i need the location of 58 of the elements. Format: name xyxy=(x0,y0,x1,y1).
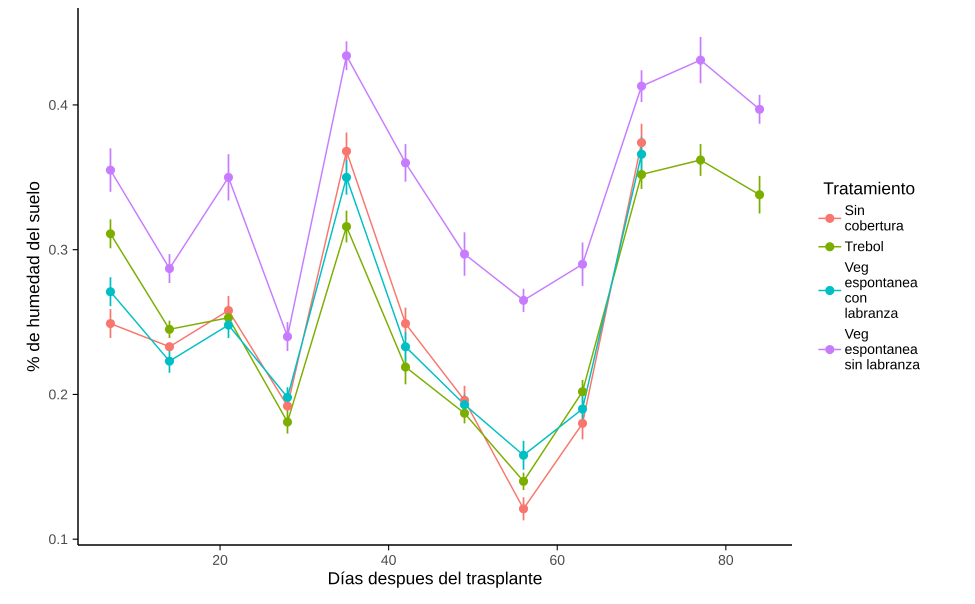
point xyxy=(400,318,410,328)
y-tick-label: 0.1 xyxy=(49,534,68,544)
point xyxy=(578,404,588,414)
point xyxy=(460,400,470,410)
point xyxy=(400,342,410,352)
point xyxy=(224,306,234,316)
point xyxy=(578,260,588,269)
point xyxy=(224,313,234,322)
x-tick-label: 40 xyxy=(381,555,396,565)
point xyxy=(518,450,528,460)
point xyxy=(754,190,764,200)
point xyxy=(518,504,528,514)
point xyxy=(282,401,292,411)
legend-label: Veg espontanea sin labranza xyxy=(844,328,920,370)
point xyxy=(164,342,174,352)
x-tick-label: 60 xyxy=(550,555,564,565)
x-axis-title: Días despues del trasplante xyxy=(328,571,542,588)
point xyxy=(342,146,352,156)
y-tick-label: 0.2 xyxy=(49,390,68,400)
point xyxy=(106,287,116,296)
point xyxy=(636,138,646,148)
point xyxy=(696,56,706,65)
point xyxy=(342,222,352,232)
x-tick-label: 80 xyxy=(718,555,734,565)
point xyxy=(578,386,588,396)
legend-label: Trebol xyxy=(844,240,883,252)
point xyxy=(518,476,528,486)
point xyxy=(460,249,470,259)
point xyxy=(224,320,234,330)
point xyxy=(342,51,352,60)
point xyxy=(164,324,174,334)
y-axis-title: % de humedad del suelo xyxy=(26,182,40,372)
point xyxy=(460,408,470,418)
point xyxy=(636,82,646,91)
point xyxy=(106,229,116,238)
point xyxy=(164,264,174,274)
point xyxy=(282,392,292,402)
point xyxy=(400,158,410,168)
point xyxy=(518,296,528,305)
point xyxy=(636,170,646,180)
legend-label: Veg espontanea con labranza xyxy=(844,262,918,318)
point xyxy=(106,318,116,328)
x-tick-label: 20 xyxy=(212,555,228,565)
y-tick-label: 0.3 xyxy=(49,244,68,255)
point xyxy=(578,418,588,428)
legend-label: Sin cobertura xyxy=(845,204,904,231)
y-tick-label: 0.4 xyxy=(49,100,68,110)
point xyxy=(342,172,352,182)
point xyxy=(282,417,292,427)
point xyxy=(164,356,174,366)
point xyxy=(696,155,706,165)
legend-title: Tratamiento xyxy=(824,182,914,194)
point xyxy=(636,150,646,159)
point xyxy=(754,104,764,114)
point xyxy=(224,172,234,182)
point xyxy=(282,332,292,342)
point xyxy=(400,362,410,372)
point xyxy=(106,166,116,175)
